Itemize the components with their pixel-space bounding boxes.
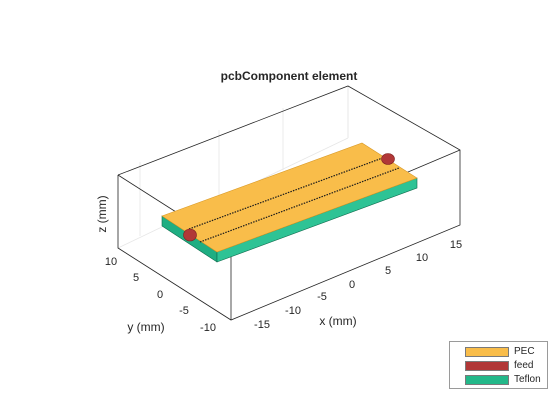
legend-label: feed xyxy=(514,360,534,371)
y-tick-label: 5 xyxy=(133,272,139,284)
x-tick-label: 15 xyxy=(450,239,462,251)
legend-item-pec: PEC xyxy=(450,346,535,358)
y-tick-label: -5 xyxy=(179,305,189,317)
teflon-swatch xyxy=(465,375,509,385)
feeds xyxy=(183,153,395,242)
trace-line xyxy=(199,167,400,243)
z-axis-label: z (mm) xyxy=(95,195,109,232)
x-tick-label: -15 xyxy=(254,319,270,331)
legend-item-feed: feed xyxy=(450,360,533,372)
y-tick-label: -10 xyxy=(200,322,216,334)
plot-title: pcbComponent element xyxy=(221,69,358,83)
y-axis-ticks: -10 -5 0 5 10 xyxy=(105,256,216,334)
x-tick-label: -5 xyxy=(317,291,327,303)
x-tick-label: 5 xyxy=(385,265,391,277)
pec-swatch xyxy=(465,347,509,357)
trace-line xyxy=(188,155,389,230)
pec-plate xyxy=(161,142,418,253)
x-axis-label: x (mm) xyxy=(319,314,356,328)
x-tick-label: 0 xyxy=(349,279,355,291)
legend: PEC feed Teflon xyxy=(449,341,548,389)
legend-label: Teflon xyxy=(514,374,541,385)
legend-item-teflon: Teflon xyxy=(450,374,541,386)
y-tick-label: 0 xyxy=(157,289,163,301)
y-axis-label: y (mm) xyxy=(127,320,164,334)
feed-swatch xyxy=(465,361,509,371)
legend-label: PEC xyxy=(514,346,535,357)
axes-box xyxy=(117,85,461,321)
pec-top xyxy=(161,142,418,253)
x-tick-label: 10 xyxy=(416,252,428,264)
x-tick-label: -10 xyxy=(285,305,301,317)
feed-marker xyxy=(381,153,395,165)
y-tick-label: 10 xyxy=(105,256,117,268)
feed-marker xyxy=(183,228,197,242)
x-axis-ticks: -15 -10 -5 0 5 10 15 xyxy=(254,239,462,331)
